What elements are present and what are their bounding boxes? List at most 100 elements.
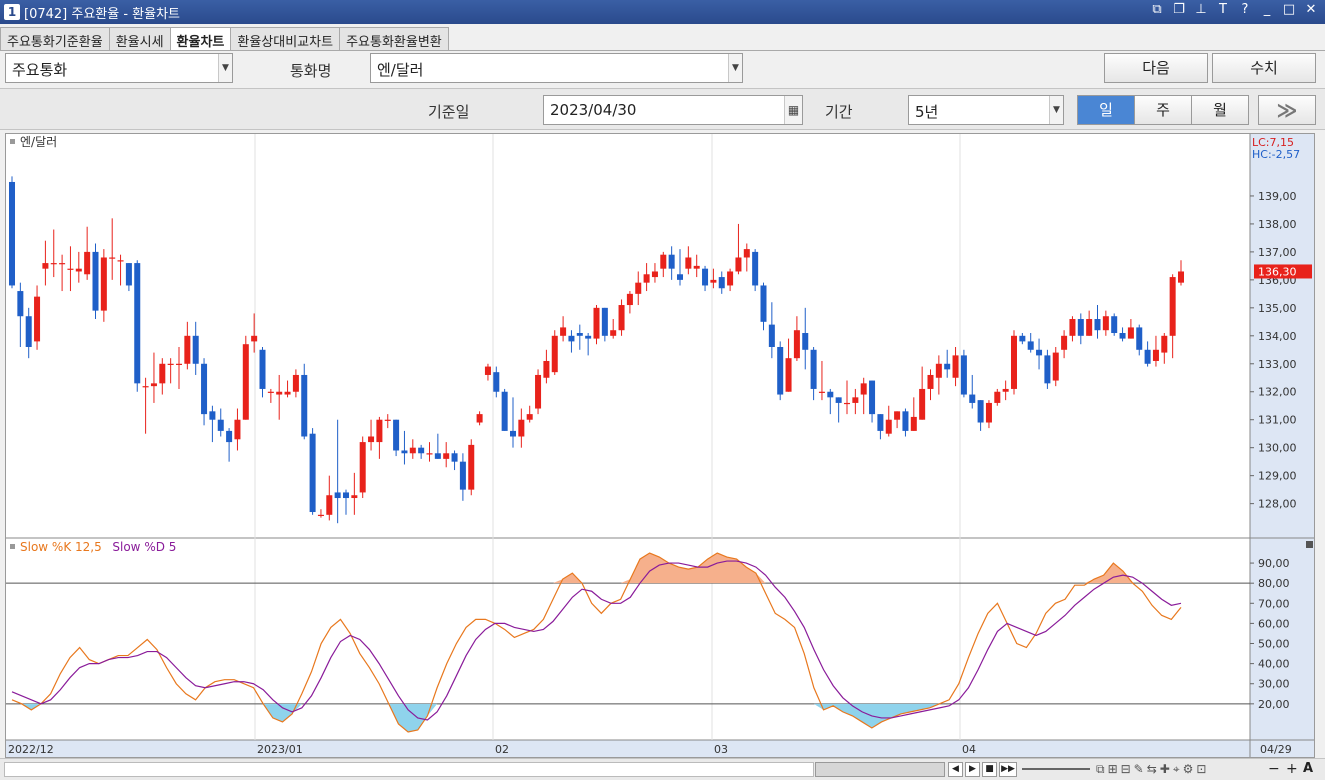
stoch-legend-marker [10, 544, 15, 549]
tab-relative-chart[interactable]: 환율상대비교차트 [230, 27, 341, 51]
candle-body [42, 263, 49, 269]
chevron-down-icon[interactable]: ▼ [1049, 96, 1063, 124]
candle-body [8, 181, 16, 286]
candle-body [84, 251, 91, 275]
copy-icon[interactable]: ❐ [1173, 2, 1185, 17]
group-select[interactable]: 주요통화 ▼ [5, 53, 233, 83]
candle-body [242, 344, 249, 420]
base-date-label: 기준일 [428, 103, 470, 121]
interval-day-button[interactable]: 일 [1077, 95, 1135, 125]
tool-icons[interactable]: ⧉⊞⊟✎⇆✚⌖⚙⊡ [1096, 762, 1210, 776]
base-date-value: 2023/04/30 [550, 101, 637, 119]
values-button[interactable]: 수치 [1212, 53, 1316, 83]
candle-body [526, 414, 533, 420]
candle-body [952, 355, 959, 378]
zoom-slider[interactable] [1022, 768, 1090, 770]
pin-icon[interactable]: ⊥ [1195, 2, 1207, 17]
candle-body [234, 419, 241, 440]
window-title: [0742] 주요환율 - 환율차트 [24, 6, 180, 22]
candle-body [635, 282, 642, 294]
candle-body [351, 495, 358, 499]
help-icon[interactable]: ? [1241, 2, 1249, 17]
currency-select[interactable]: 엔/달러 ▼ [370, 53, 743, 83]
candle-body [426, 453, 433, 455]
candle-body [25, 316, 32, 347]
prev-icon[interactable]: ◀ [948, 762, 963, 777]
candle-body [501, 391, 508, 431]
candle-body [459, 461, 466, 490]
stop-icon[interactable]: ■ [982, 762, 997, 777]
candle-body [159, 363, 166, 384]
scroll-thumb[interactable] [815, 762, 945, 777]
candle-body [1027, 341, 1034, 350]
candle-body [34, 296, 41, 342]
candle-body [768, 324, 775, 347]
tab-conversion[interactable]: 주요통화환율변환 [339, 27, 449, 51]
link-icon[interactable]: ⧉ [1152, 2, 1162, 17]
tab-divider [0, 50, 1325, 51]
candle-body [668, 254, 675, 269]
candle-body [1036, 349, 1043, 356]
candle-body [134, 263, 141, 384]
close-icon[interactable]: ✕ [1305, 2, 1317, 17]
candle-body [509, 430, 517, 437]
font-icon[interactable]: T [1219, 2, 1227, 17]
minimize-icon[interactable]: _ [1263, 2, 1271, 17]
candle-body [960, 355, 967, 395]
zoom-out-icon[interactable]: − [1268, 761, 1280, 777]
next-icon[interactable]: ▶ [965, 762, 980, 777]
group-select-value: 주요통화 [12, 61, 68, 79]
chevron-down-icon[interactable]: ▼ [218, 54, 232, 82]
candle-body [1144, 349, 1151, 364]
candle-body [1127, 327, 1134, 339]
candle-body [1161, 335, 1168, 353]
candle-body [710, 279, 717, 283]
font-size-icon[interactable]: A [1303, 761, 1314, 776]
candle-body [660, 254, 667, 269]
candle-body [910, 416, 917, 431]
calendar-icon[interactable]: ▦ [784, 96, 802, 124]
period-select[interactable]: 5년 ▼ [908, 95, 1064, 125]
candle-body [259, 349, 266, 389]
stoch-tick-label: 60,00 [1258, 617, 1290, 630]
time-label: 03 [714, 743, 728, 756]
lc-label: LC:7,15 [1252, 136, 1294, 149]
price-tick-label: 138,00 [1258, 218, 1297, 231]
chart-svg[interactable]: 139,00138,00137,00136,00135,00134,00133,… [6, 134, 1314, 757]
candle-body [434, 453, 441, 459]
chart-scrollbar[interactable] [4, 762, 814, 777]
candle-body [944, 363, 951, 370]
stoch-tick-label: 20,00 [1258, 698, 1290, 711]
candle-body [125, 263, 132, 286]
candle-body [718, 277, 725, 289]
expand-button[interactable]: ≫ [1258, 95, 1316, 125]
candle-body [610, 330, 617, 336]
interval-month-button[interactable]: 월 [1191, 95, 1249, 125]
candle-body [67, 268, 74, 270]
chevron-down-icon[interactable]: ▼ [728, 54, 742, 82]
tab-rate-chart[interactable]: 환율차트 [169, 27, 232, 51]
interval-week-button[interactable]: 주 [1134, 95, 1192, 125]
candle-body [1169, 277, 1176, 336]
candle-body [894, 411, 901, 420]
price-tick-label: 129,00 [1258, 470, 1297, 483]
zoom-in-icon[interactable]: + [1286, 761, 1298, 777]
candle-body [267, 391, 274, 393]
base-date-field[interactable]: 2023/04/30 ▦ [543, 95, 803, 125]
tab-base-rate[interactable]: 주요통화기준환율 [0, 27, 110, 51]
candle-body [1094, 319, 1101, 331]
chart-area[interactable]: 139,00 138,00 137,00 136,00 135,00 134,00 133,… [5, 133, 1315, 758]
overbought-fill [553, 553, 1133, 584]
maximize-icon[interactable]: □ [1282, 2, 1296, 17]
candle-body [643, 274, 650, 283]
candle-body [902, 411, 909, 431]
candle-body [585, 335, 592, 339]
candle-body [1119, 333, 1126, 339]
candle-body [384, 419, 391, 421]
tab-quotes[interactable]: 환율시세 [108, 27, 171, 51]
candle-body [1061, 335, 1068, 350]
end-icon[interactable]: ▶▶ [999, 762, 1017, 777]
next-button[interactable]: 다음 [1104, 53, 1208, 83]
tab-bar: 주요통화기준환율 환율시세 환율차트 환율상대비교차트 주요통화환율변환 [0, 27, 449, 51]
price-tick-label: 134,00 [1258, 330, 1297, 343]
